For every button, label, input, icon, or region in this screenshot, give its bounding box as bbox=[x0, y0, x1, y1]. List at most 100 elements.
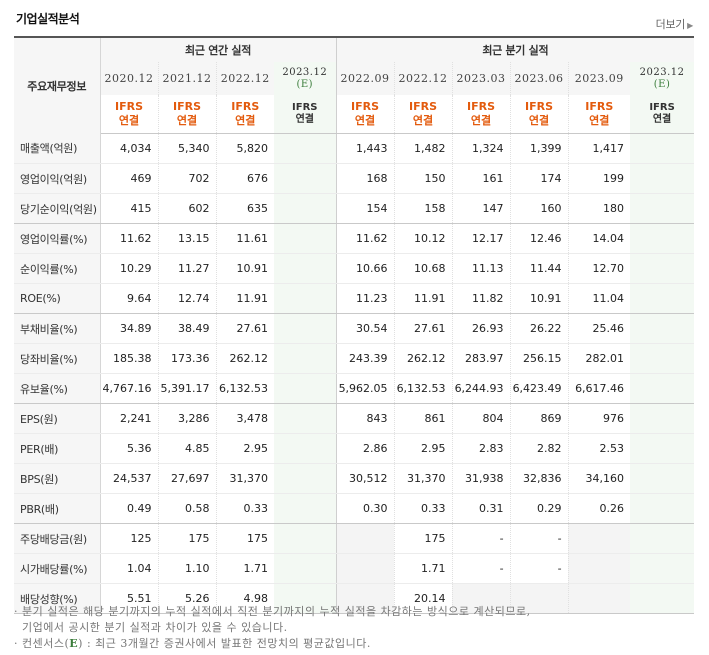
quarter-estimate-cell bbox=[630, 433, 695, 464]
quarter-value-cell: 10.12 bbox=[393, 223, 453, 254]
annual-value-cell: 10.29 bbox=[99, 253, 158, 284]
quarter-value-cell: 10.91 bbox=[509, 283, 569, 314]
annual-estimate-cell bbox=[274, 163, 337, 194]
quarter-value-cell bbox=[567, 553, 631, 584]
quarter-value-cell: 160 bbox=[509, 193, 569, 224]
table-row: 주당배당금(원) 125 175 175 175- - bbox=[14, 523, 695, 554]
table-row: 배당성향(%) 5.51 5.26 4.98 20.14 bbox=[14, 583, 695, 614]
quarter-standard-header: IFRS 연결 bbox=[393, 95, 453, 134]
table-row: 영업이익(억원) 469 702 676 168 150 161 174 199 bbox=[14, 163, 695, 194]
quarter-estimate-cell bbox=[630, 283, 695, 314]
annual-estimate-cell bbox=[274, 403, 337, 434]
quarter-value-cell: 6,244.93 bbox=[451, 373, 511, 404]
annual-period-header: 2021.12 bbox=[157, 62, 216, 95]
quarter-standard-header: IFRS 연결 bbox=[509, 95, 569, 134]
quarter-value-cell: 2.83 bbox=[451, 433, 511, 464]
annual-value-cell: 31,370 bbox=[215, 463, 274, 494]
annual-value-cell: 185.38 bbox=[99, 343, 158, 374]
table-row: PBR(배) 0.49 0.58 0.33 0.30 0.33 0.31 0.29 0.26 bbox=[14, 493, 695, 524]
consolidated-label: 연결 bbox=[118, 114, 140, 127]
quarter-value-cell: 20.14 bbox=[393, 583, 453, 614]
row-label: EPS(원) bbox=[14, 403, 101, 434]
annual-estimate-cell bbox=[274, 343, 337, 374]
quarter-value-cell: 843 bbox=[335, 403, 395, 434]
quarter-value-cell: 150 bbox=[393, 163, 453, 194]
annual-value-cell: 27,697 bbox=[157, 463, 216, 494]
estimate-mark: (E) bbox=[296, 78, 314, 90]
ifrs-label: IFRS bbox=[351, 100, 380, 113]
quarter-estimate-cell bbox=[630, 553, 695, 584]
quarter-value-cell: 1,443 bbox=[335, 133, 395, 164]
section-title: 기업실적분석 bbox=[16, 12, 80, 26]
quarter-value-cell bbox=[567, 583, 631, 614]
annual-value-cell: 676 bbox=[215, 163, 274, 194]
consolidated-label: 연결 bbox=[295, 114, 314, 125]
quarter-value-cell: - bbox=[451, 523, 511, 554]
quarter-value-cell: 31,938 bbox=[451, 463, 511, 494]
quarter-value-cell: 158 bbox=[393, 193, 453, 224]
quarter-period-header: 2023.09 bbox=[567, 62, 631, 95]
quarter-value-cell: 0.26 bbox=[567, 493, 631, 524]
quarter-value-cell: 11.13 bbox=[451, 253, 511, 284]
footnote-1-cont: 기업에서 공시한 분기 실적과 차이가 있을 수 있습니다. bbox=[22, 621, 288, 634]
quarter-value-cell: - bbox=[509, 523, 569, 554]
annual-value-cell: 2,241 bbox=[99, 403, 158, 434]
quarter-value-cell: 154 bbox=[335, 193, 395, 224]
footnote-1-text: 분기 실적은 해당 분기까지의 누적 실적에서 직전 분기까지의 누적 실적을 … bbox=[22, 605, 531, 618]
annual-value-cell: 6,132.53 bbox=[215, 373, 274, 404]
consolidated-label: 연결 bbox=[354, 114, 376, 127]
annual-value-cell: 1.04 bbox=[99, 553, 158, 584]
annual-value-cell: 415 bbox=[99, 193, 158, 224]
quarter-period-header: 2023.06 bbox=[509, 62, 569, 95]
annual-estimate-cell bbox=[274, 553, 337, 584]
quarter-value-cell: 161 bbox=[451, 163, 511, 194]
estimate-period: 2023.12 bbox=[282, 66, 328, 78]
consolidated-label: 연결 bbox=[412, 114, 434, 127]
annual-group-header: 최근 연간 실적 bbox=[100, 36, 337, 62]
more-link[interactable]: 더보기 ▶ bbox=[656, 16, 694, 32]
annual-value-cell: 4,767.16 bbox=[99, 373, 158, 404]
quarter-estimate-cell bbox=[630, 403, 695, 434]
annual-value-cell: 11.61 bbox=[215, 223, 274, 254]
quarter-value-cell: 1,399 bbox=[509, 133, 569, 164]
quarter-value-cell: 168 bbox=[335, 163, 395, 194]
annual-estimate-cell bbox=[274, 493, 337, 524]
quarter-value-cell: 243.39 bbox=[335, 343, 395, 374]
table-row: 당기순이익(억원) 415 602 635 154 158 147 160 180 bbox=[14, 193, 695, 224]
quarter-value-cell: 6,132.53 bbox=[393, 373, 453, 404]
quarter-estimate-cell bbox=[630, 253, 695, 284]
quarter-value-cell: - bbox=[509, 553, 569, 584]
quarter-value-cell: 0.33 bbox=[393, 493, 453, 524]
quarter-value-cell bbox=[567, 523, 631, 554]
quarter-value-cell: 199 bbox=[567, 163, 631, 194]
chevron-right-icon: ▶ bbox=[687, 21, 693, 30]
annual-value-cell: 1.10 bbox=[157, 553, 216, 584]
annual-estimate-cell bbox=[274, 193, 337, 224]
annual-value-cell: 4.98 bbox=[215, 583, 274, 614]
annual-estimate-cell bbox=[274, 463, 337, 494]
annual-estimate-cell bbox=[274, 253, 337, 284]
annual-value-cell: 3,478 bbox=[215, 403, 274, 434]
quarter-value-cell: 804 bbox=[451, 403, 511, 434]
annual-estimate-cell bbox=[274, 223, 337, 254]
consolidated-label: 연결 bbox=[470, 114, 492, 127]
row-label: 영업이익(억원) bbox=[14, 163, 101, 194]
table-row: EPS(원) 2,241 3,286 3,478 843 861 804 869 976 bbox=[14, 403, 695, 434]
row-label: PBR(배) bbox=[14, 493, 101, 524]
annual-value-cell: 125 bbox=[99, 523, 158, 554]
quarter-value-cell: 1.71 bbox=[393, 553, 453, 584]
annual-period-header: 2020.12 bbox=[99, 62, 158, 95]
row-label: 당기순이익(억원) bbox=[14, 193, 101, 224]
row-label: 배당성향(%) bbox=[14, 583, 101, 614]
annual-period-header: 2022.12 bbox=[215, 62, 274, 95]
consolidated-label: 연결 bbox=[528, 114, 550, 127]
annual-value-cell: 24,537 bbox=[99, 463, 158, 494]
annual-estimate-cell bbox=[274, 313, 337, 344]
table-row: 시가배당률(%) 1.04 1.10 1.71 1.71- - bbox=[14, 553, 695, 584]
quarter-value-cell: 25.46 bbox=[567, 313, 631, 344]
row-label: 주당배당금(원) bbox=[14, 523, 101, 554]
footnote-2-prefix: 컨센서스( bbox=[22, 637, 70, 650]
table-row: 부채비율(%) 34.89 38.49 27.61 30.54 27.61 26.93 26.… bbox=[14, 313, 695, 344]
quarter-value-cell: 30,512 bbox=[335, 463, 395, 494]
footnote-2: · 컨센서스(E) : 최근 3개월간 증권사에서 발표한 전망치의 평균값입니… bbox=[14, 637, 371, 650]
